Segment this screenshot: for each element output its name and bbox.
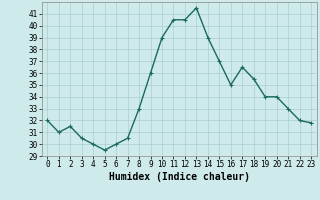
X-axis label: Humidex (Indice chaleur): Humidex (Indice chaleur): [109, 172, 250, 182]
